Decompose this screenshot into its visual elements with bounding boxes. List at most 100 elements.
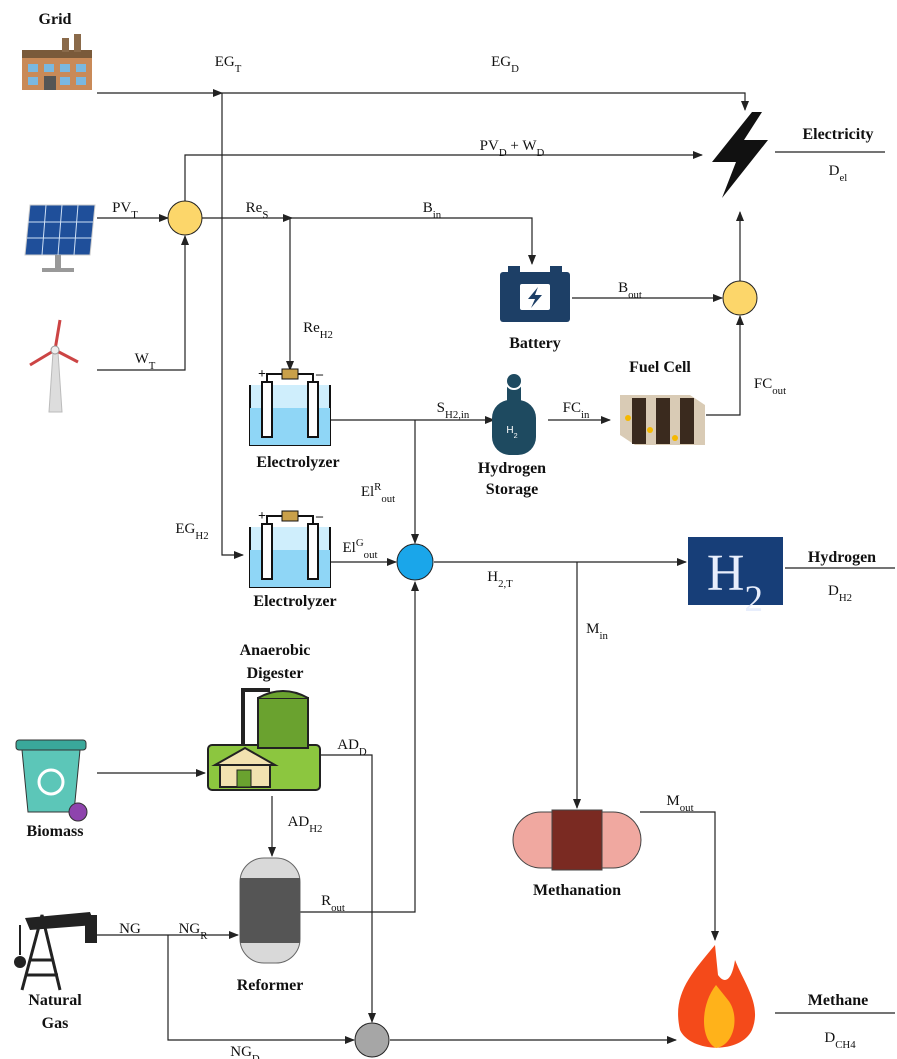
output-title: Methane: [808, 992, 868, 1009]
label-part: in: [581, 409, 590, 421]
fuel-cell-icon: [620, 395, 705, 445]
icon-text: H2: [506, 425, 517, 440]
label-part: H2,in: [445, 409, 470, 421]
label-part: out: [364, 549, 378, 561]
arrow: [184, 151, 703, 201]
label-part: D: [359, 746, 367, 758]
flow-label: FCin: [563, 400, 590, 421]
flow-label: H2,T: [487, 569, 513, 590]
node-label: Biomass: [27, 823, 84, 840]
flow-label: WT: [135, 351, 156, 372]
label-part: Re: [246, 200, 263, 216]
node-label: Hydrogen: [478, 460, 546, 477]
junction: [167, 200, 203, 236]
label-part: out: [331, 902, 345, 914]
label-part: 2,T: [498, 578, 513, 590]
label-part: D: [252, 1053, 260, 1059]
label-part: D: [499, 147, 507, 159]
label-part: D: [828, 583, 839, 599]
label-part: R: [321, 893, 331, 909]
node-label: Digester: [247, 665, 304, 682]
wind-icon: [29, 319, 79, 413]
label-part: H: [487, 569, 498, 585]
label-part: FC: [754, 376, 772, 392]
label-part: AD: [337, 737, 359, 753]
digester-icon: [207, 688, 321, 791]
label-part: NG: [230, 1044, 252, 1059]
hydrogen-storage-icon: [492, 372, 536, 455]
svg-text:–: –: [315, 367, 324, 382]
label-part: D: [824, 1030, 835, 1046]
label-part: H2: [195, 530, 208, 542]
label-part: AD: [288, 814, 310, 830]
grid-icon: [22, 34, 92, 90]
label-part: H: [506, 425, 513, 436]
flow-label: ReH2: [303, 320, 333, 341]
label-part: PV: [112, 200, 131, 216]
solar-icon: [24, 204, 96, 272]
flow-label: Bout: [618, 280, 642, 301]
label-part: B: [423, 200, 433, 216]
output-demand: DCH4: [824, 1030, 856, 1051]
flow-label: NGR: [179, 921, 209, 942]
label-part: EG: [175, 521, 195, 537]
label-part: 2: [744, 579, 763, 620]
label-part: Re: [303, 320, 320, 336]
label-part: M: [586, 621, 599, 637]
label-part: out: [680, 802, 694, 814]
label-part: R: [200, 930, 208, 942]
label-part: EG: [491, 54, 511, 70]
flow-label: NG: [119, 921, 141, 937]
connections: [97, 89, 895, 1044]
label-part: NG: [179, 921, 201, 937]
arrow: [290, 217, 536, 265]
flow-label: ADD: [337, 737, 367, 758]
svg-text:+: +: [258, 367, 266, 382]
label-part: S: [262, 209, 268, 221]
flow-label: NGD: [230, 1044, 260, 1059]
svg-text:+: +: [258, 509, 266, 524]
label-part: D: [829, 163, 840, 179]
node-label: Methanation: [533, 882, 621, 899]
flow-label: PVT: [112, 200, 138, 221]
junction: [396, 543, 434, 581]
node-label: Natural: [28, 992, 82, 1009]
flow-label: Rout: [321, 893, 345, 914]
label-part: G: [356, 537, 364, 549]
node-label: Storage: [486, 481, 538, 498]
label-part: out: [381, 493, 395, 505]
label-part: 2: [514, 431, 518, 440]
label-part: FC: [563, 400, 581, 416]
flow-label: Mout: [666, 793, 693, 814]
label-part: in: [599, 630, 608, 642]
label-part: H2: [309, 823, 322, 835]
hydrogen-icon: [688, 537, 783, 605]
flow-label: Min: [586, 621, 608, 642]
label-part: S: [437, 400, 445, 416]
arrow: [300, 581, 419, 913]
node-label: Gas: [42, 1015, 69, 1032]
arrow: [221, 93, 244, 559]
node-label: Fuel Cell: [629, 359, 691, 376]
label-part: H: [707, 545, 745, 602]
junction: [722, 280, 758, 316]
flow-label: FCout: [754, 376, 786, 397]
arrow: [310, 754, 376, 1023]
label-part: H2: [320, 329, 333, 341]
label-part: in: [433, 209, 442, 221]
label-part: out: [772, 385, 786, 397]
svg-text:–: –: [315, 509, 324, 524]
arrow: [640, 811, 719, 941]
label-part: El: [361, 484, 374, 500]
biomass-icon: [15, 739, 88, 822]
label-part: T: [235, 63, 242, 75]
arrow: [706, 315, 744, 416]
flow-label: ADH2: [288, 814, 323, 835]
arrow: [222, 92, 749, 111]
battery-icon: [500, 266, 570, 322]
label-part: M: [666, 793, 679, 809]
node-label: Anaerobic: [240, 642, 311, 659]
label-part: D: [511, 63, 519, 75]
flame-icon: [678, 945, 756, 1048]
methanation-icon: [512, 809, 642, 871]
